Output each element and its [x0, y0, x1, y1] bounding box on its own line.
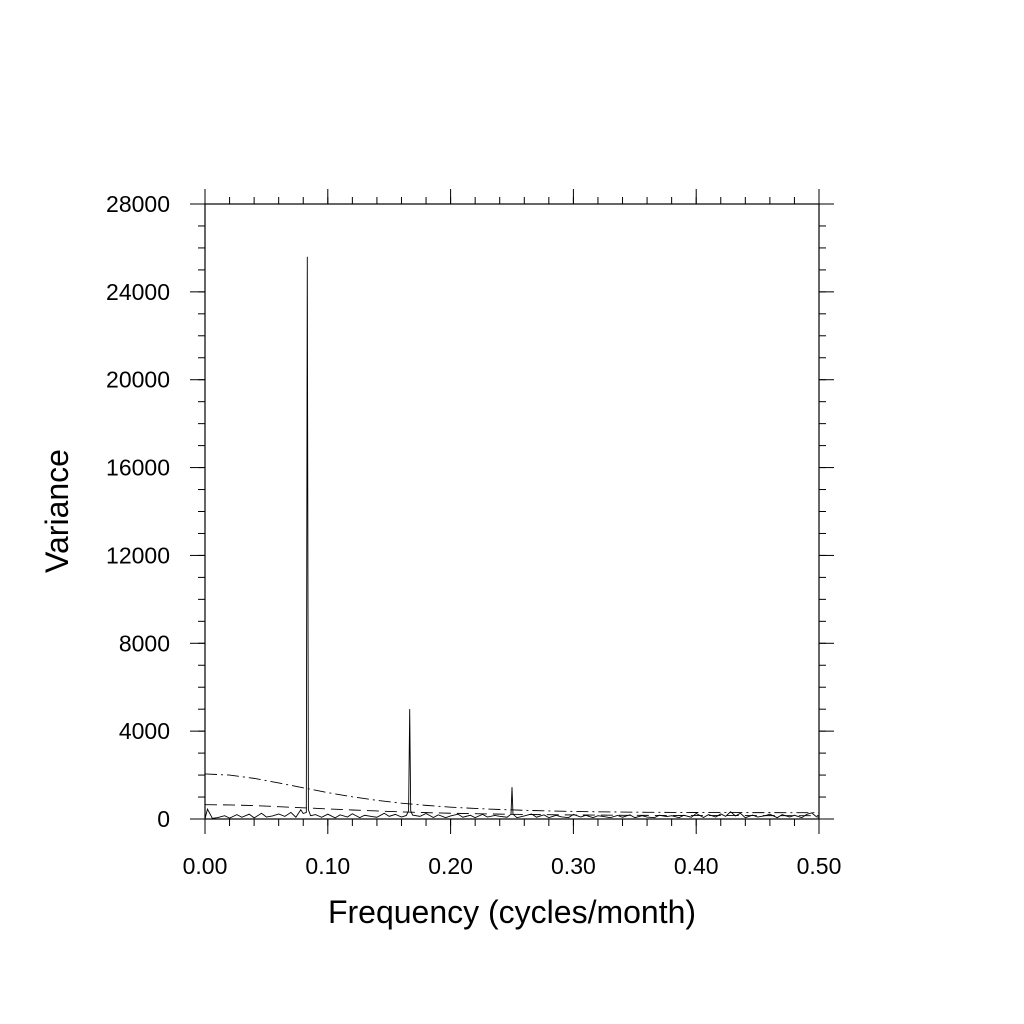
y-tick-label: 8000	[119, 630, 170, 656]
plot-frame	[205, 204, 819, 819]
series-layer	[205, 257, 819, 819]
y-tick-label: 4000	[119, 718, 170, 744]
x-tick-label: 0.50	[797, 853, 842, 879]
x-tick-label: 0.20	[428, 853, 473, 879]
x-axis-title: Frequency (cycles/month)	[328, 894, 696, 930]
x-tick-label: 0.00	[183, 853, 228, 879]
x-tick-label: 0.40	[674, 853, 719, 879]
y-tick-label: 16000	[106, 455, 170, 481]
y-tick-label: 12000	[106, 542, 170, 568]
y-axis-title: Variance	[39, 449, 75, 573]
x-tick-label: 0.10	[305, 853, 350, 879]
y-tick-labels: 0 4000 8000 12000 16000 20000 24000 28000	[106, 191, 170, 832]
series-line-solid	[205, 257, 819, 819]
y-tick-label: 20000	[106, 367, 170, 393]
y-tick-label: 24000	[106, 279, 170, 305]
axis-ticks	[190, 189, 834, 834]
x-tick-label: 0.30	[551, 853, 596, 879]
y-tick-label: 28000	[106, 191, 170, 217]
y-tick-label: 0	[157, 806, 170, 832]
x-tick-labels: 0.00 0.10 0.20 0.30 0.40 0.50	[183, 853, 842, 879]
